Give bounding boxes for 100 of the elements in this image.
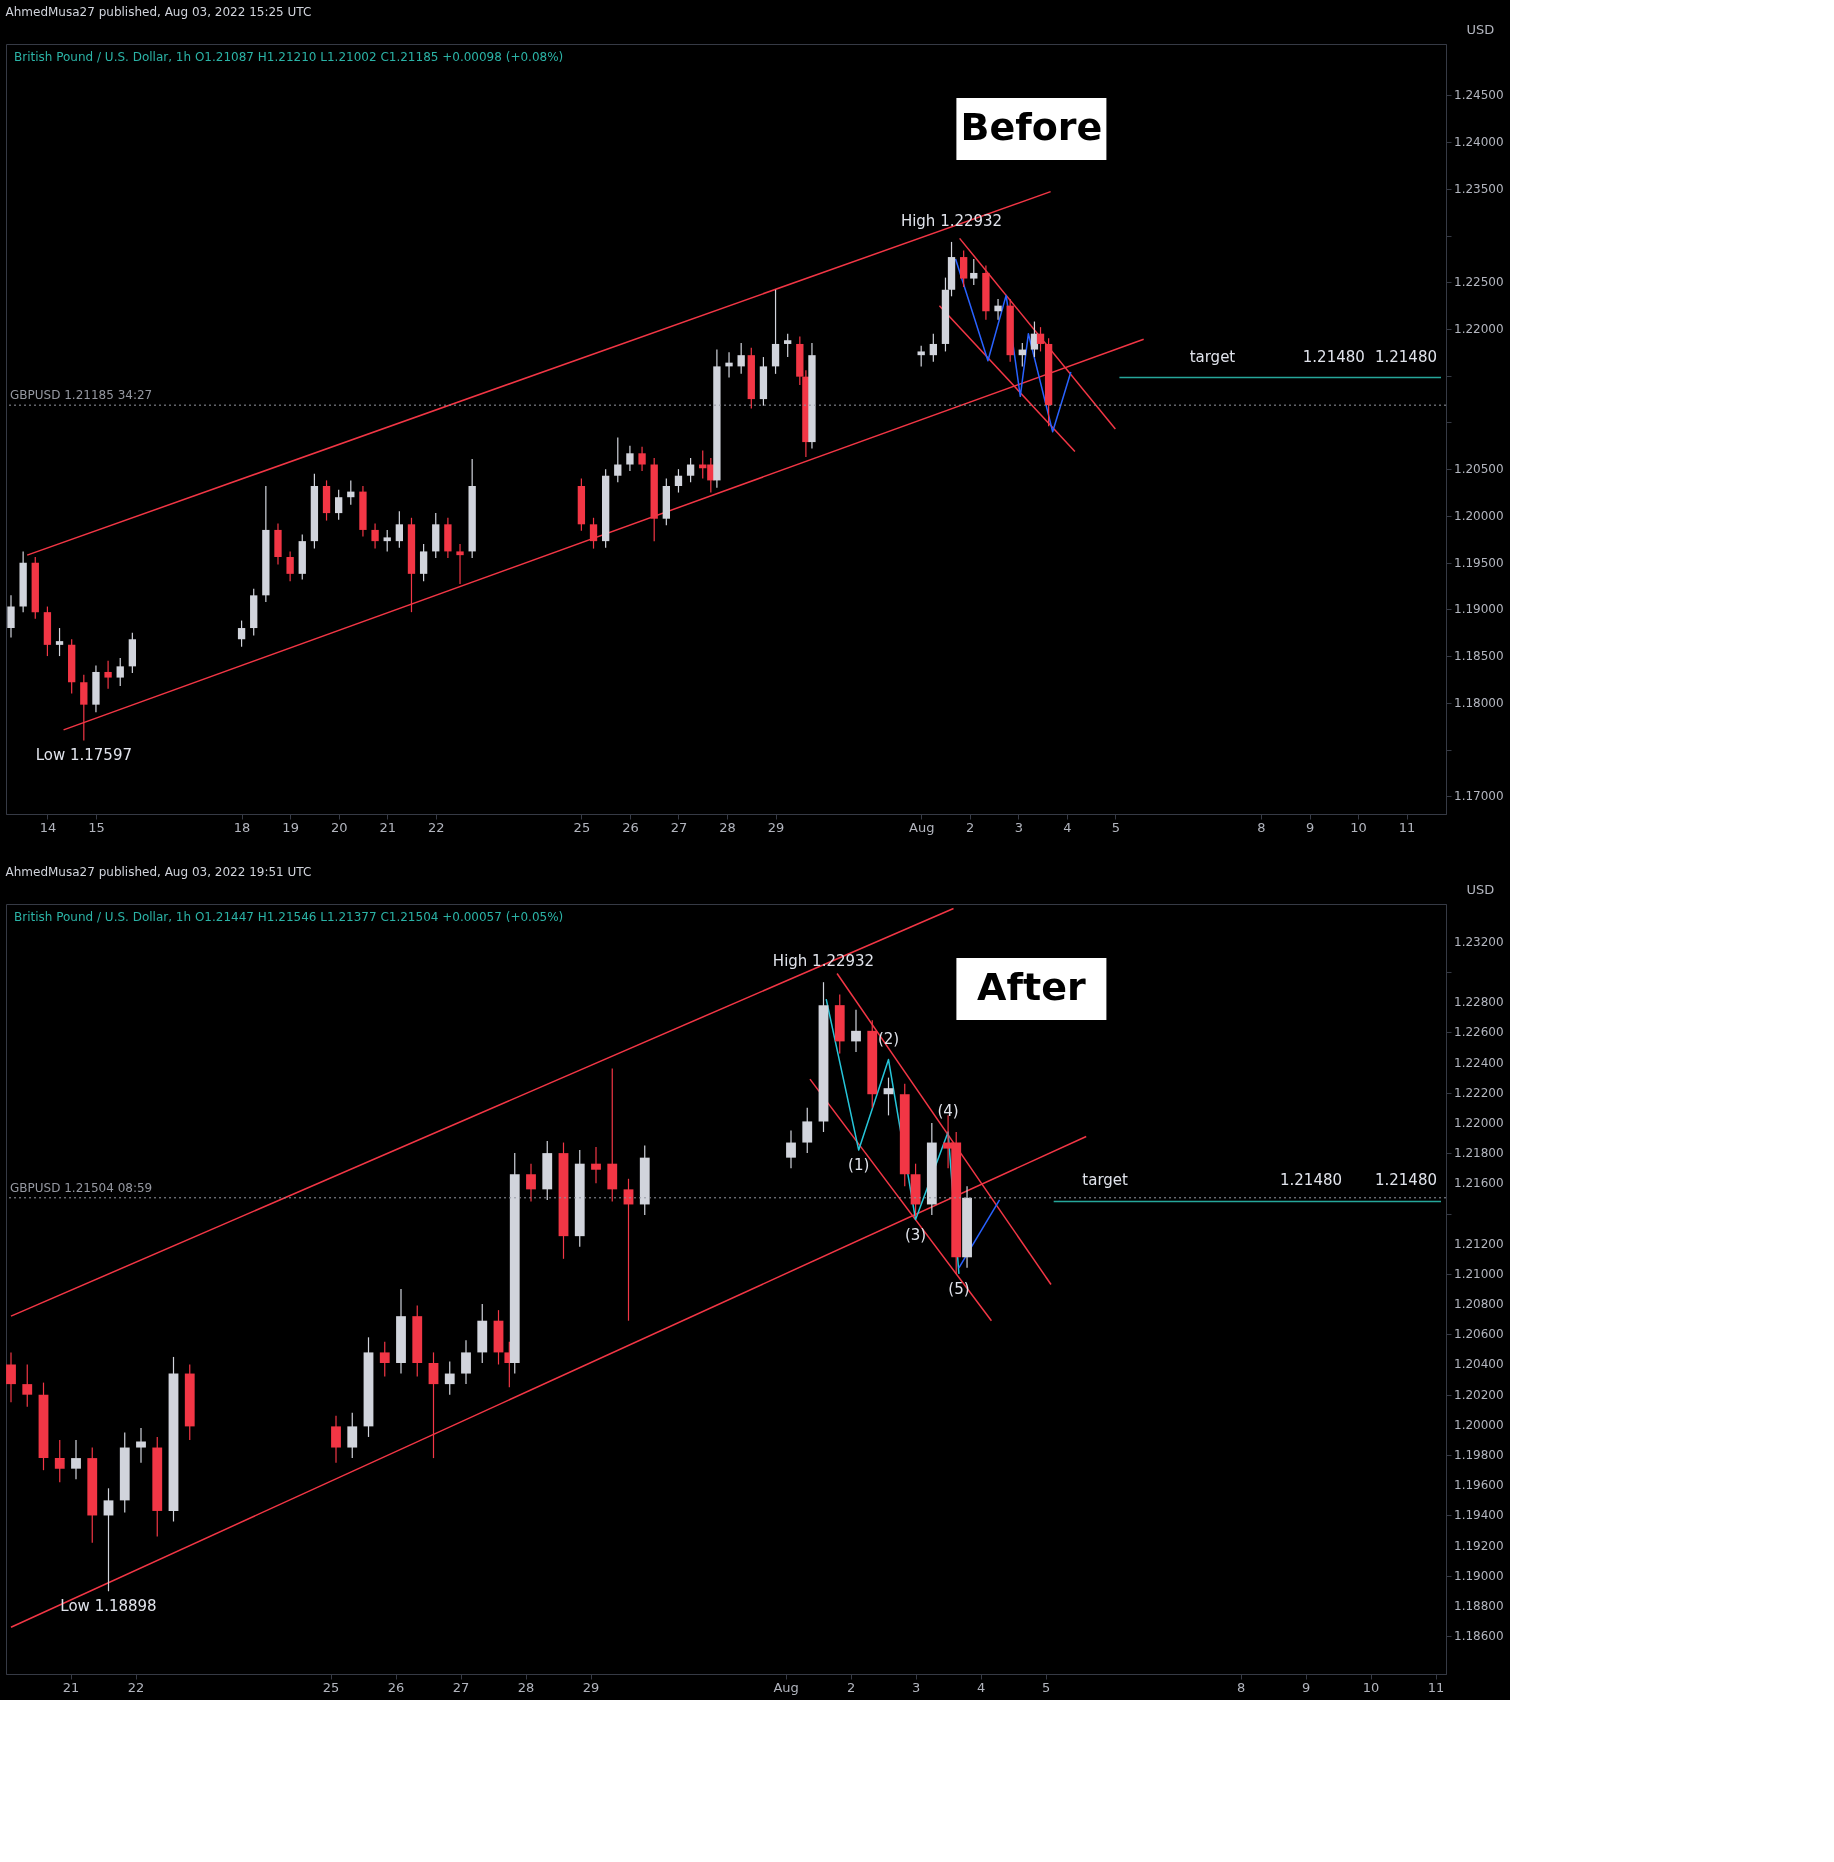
candlestick [55, 627, 64, 657]
candlestick [237, 619, 246, 648]
candlestick [638, 446, 646, 472]
candlestick [614, 436, 622, 483]
annotation: target [1082, 1171, 1129, 1190]
candlestick [428, 1351, 439, 1459]
y-axis-title: USD [1466, 21, 1495, 37]
x-tick-label: 21 [379, 819, 396, 835]
y-tick-label: 1.23500 [1454, 181, 1504, 196]
x-tick-label: 4 [976, 1679, 986, 1695]
candlestick [851, 1009, 861, 1053]
y-tick-label: 1.19000 [1454, 602, 1504, 617]
candlestick [784, 333, 792, 358]
x-tick-label: 8 [1236, 1679, 1246, 1695]
candlestick [737, 342, 745, 375]
annotation: (4) [937, 1101, 959, 1120]
candlestick [1036, 326, 1045, 353]
candlestick [371, 522, 379, 550]
candlestick [917, 345, 925, 367]
annotation: (1) [848, 1156, 870, 1175]
x-tick-label: 27 [452, 1679, 470, 1695]
x-tick-label: 27 [670, 819, 688, 835]
candlestick [347, 1412, 358, 1459]
candlestick [526, 1163, 536, 1203]
candlestick [136, 1427, 146, 1464]
candlestick [959, 249, 968, 288]
y-tick-label: 1.19000 [1454, 1568, 1504, 1583]
x-tick-label: 22 [127, 1679, 145, 1695]
candlestick [802, 1107, 813, 1154]
y-tick-label: 1.20800 [1454, 1297, 1504, 1312]
text: AhmedMusa27 published, Aug 03, 2022 19:51 UTC [5, 865, 312, 879]
x-tick-label: 19 [282, 819, 299, 835]
x-tick-label: 3 [1014, 819, 1023, 835]
x-tick-label: 14 [39, 819, 57, 835]
x-tick-label: 26 [387, 1679, 405, 1695]
candlestick [626, 445, 634, 472]
y-tick-label: 1.21800 [1454, 1146, 1504, 1161]
x-tick-label: 22 [427, 819, 445, 835]
candlestick [686, 457, 695, 483]
annotation: Low 1.17597 [35, 746, 132, 765]
y-tick-label: 1.22000 [1454, 1115, 1504, 1130]
candlestick [379, 1341, 390, 1378]
annotation: (3) [904, 1225, 927, 1244]
candlestick [461, 1339, 471, 1385]
text: After [977, 964, 1086, 1009]
annotation: (5) [948, 1279, 970, 1298]
candlestick [419, 543, 428, 582]
annotation: 1.21480 [1374, 1171, 1437, 1190]
y-tick-label: 1.24500 [1454, 88, 1504, 103]
y-tick-label: 1.22000 [1454, 322, 1504, 337]
y-tick-label: 1.20400 [1454, 1357, 1504, 1372]
candlestick [71, 1439, 81, 1480]
y-tick-label: 1.22500 [1454, 275, 1504, 290]
x-tick-label: 5 [1041, 1679, 1051, 1695]
y-tick-label: 1.20200 [1454, 1387, 1504, 1402]
x-tick-label: 11 [1427, 1679, 1445, 1695]
annotation: 1.21480 [1374, 347, 1437, 366]
y-axis-title: USD [1466, 881, 1495, 897]
text: AhmedMusa27 published, Aug 03, 2022 15:25 UTC [5, 5, 312, 19]
y-tick-label: 1.18800 [1454, 1599, 1504, 1614]
x-tick-label: 11 [1398, 819, 1416, 835]
x-tick-label: 2 [966, 819, 975, 835]
candlestick [103, 1487, 114, 1592]
x-tick-label: 28 [517, 1679, 535, 1695]
candlestick [22, 1363, 33, 1408]
candlestick [970, 258, 978, 286]
y-tick-label: 1.20500 [1454, 462, 1504, 477]
x-tick-label: 4 [1063, 819, 1072, 835]
y-tick-label: 1.19600 [1454, 1478, 1504, 1493]
candlestick [929, 333, 937, 363]
candlestick [674, 468, 683, 494]
candlestick [331, 1415, 341, 1464]
text: British Pound / U.S. Dollar, 1h O1.21447 H1.21546 L1.21377 C1.21504 +0.00057 (+0.05%) [14, 910, 564, 924]
x-tick-label: 29 [767, 819, 785, 835]
text: British Pound / U.S. Dollar, 1h O1.21087 H1.21210 L1.21002 C1.21185 +0.00098 (+0.08%) [14, 50, 564, 64]
candlestick [335, 489, 343, 521]
y-tick-label: 1.21600 [1454, 1176, 1504, 1191]
y-tick-label: 1.19200 [1454, 1538, 1504, 1553]
y-tick-label: 1.24000 [1454, 135, 1504, 150]
y-tick-label: 1.18000 [1454, 695, 1504, 710]
x-tick-label: 21 [62, 1679, 80, 1695]
ref-line-label: GBPUSD 1.21504 08:59 [10, 1180, 153, 1195]
candlestick [54, 1439, 65, 1483]
y-tick-label: 1.23200 [1454, 934, 1504, 949]
annotation: target [1189, 347, 1236, 366]
x-tick-label: 3 [911, 1679, 921, 1695]
x-tick-label: 26 [622, 819, 639, 835]
candlestick [771, 289, 780, 375]
x-tick-label: 25 [322, 1679, 340, 1695]
y-tick-label: 1.22800 [1454, 995, 1504, 1010]
candlestick [286, 550, 294, 582]
y-tick-label: 1.22400 [1454, 1055, 1504, 1070]
candlestick [786, 1129, 796, 1169]
y-tick-label: 1.18500 [1454, 649, 1504, 664]
candlestick [104, 660, 112, 690]
x-tick-label: 2 [846, 1679, 856, 1695]
candlestick [883, 1077, 894, 1116]
annotation: 1.21480 [1302, 347, 1365, 366]
ref-line-label: GBPUSD 1.21185 34:27 [10, 388, 153, 403]
candlestick [7, 594, 15, 638]
